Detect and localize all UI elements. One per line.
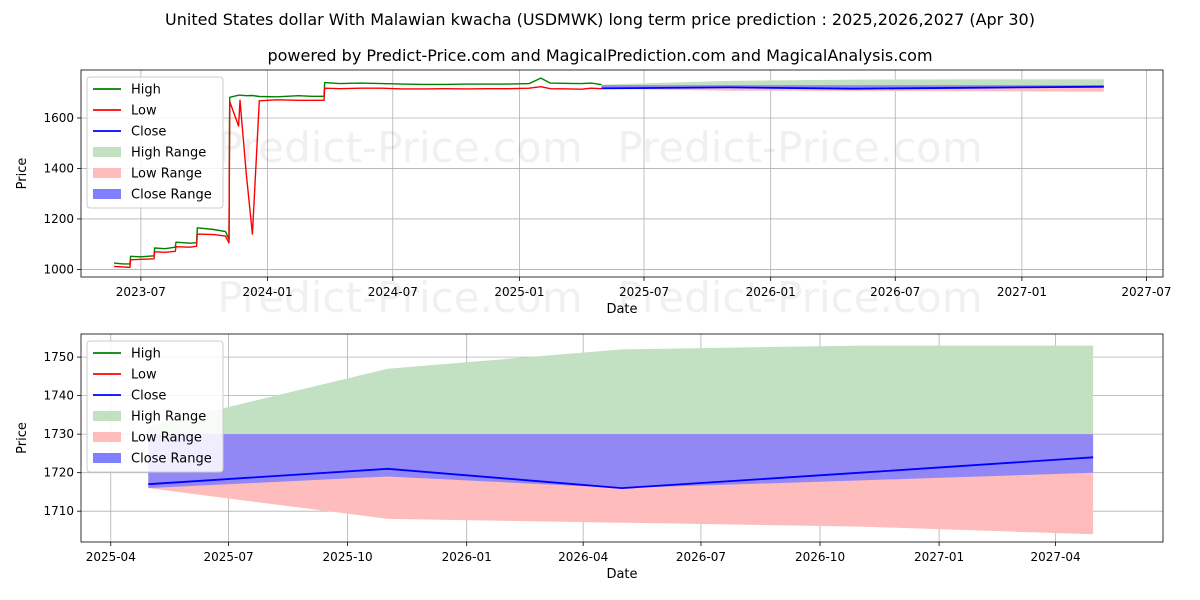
x-tick-label: 2025-01 [494, 285, 544, 299]
x-axis-label: Date [606, 302, 637, 317]
y-tick-label: 1750 [43, 350, 74, 364]
legend: High Low Close High Range Low Range Close Ran… [86, 76, 224, 209]
x-tick-label: 2026-07 [870, 285, 920, 299]
y-axis-label: Price [15, 422, 30, 454]
x-tick-label: 2027-01 [914, 550, 964, 564]
legend-label: High Range [131, 410, 206, 425]
chart-subtitle: powered by Predict-Price.com and Magical… [267, 46, 933, 65]
x-tick-label: 2026-10 [795, 550, 845, 564]
legend-swatch [93, 453, 121, 463]
legend-swatch [93, 432, 121, 442]
close-series-line [601, 85, 1104, 90]
legend: High Low Close High Range Low Range Close Ran… [86, 340, 224, 473]
close-range-band [148, 434, 1094, 489]
y-tick-label: 1730 [43, 427, 74, 441]
close-series-line [148, 456, 1094, 489]
x-tick-label: 2027-04 [1031, 550, 1081, 564]
x-axis-label: Date [606, 567, 637, 582]
legend-label: Low Range [131, 167, 202, 182]
legend-label: Close Range [131, 188, 212, 203]
x-tick-label: 2026-01 [746, 285, 796, 299]
y-tick-label: 1000 [43, 262, 74, 276]
legend-label: Close [131, 125, 166, 140]
legend-swatch [93, 411, 121, 421]
legend-label: Low Range [131, 431, 202, 446]
y-tick-label: 1200 [43, 212, 74, 226]
low-series-line [113, 86, 602, 269]
y-tick-label: 1600 [43, 111, 74, 125]
legend-label: Close Range [131, 452, 212, 467]
x-tick-label: 2025-07 [203, 550, 253, 564]
axes-frame [80, 69, 1164, 278]
x-tick-label: 2027-07 [1121, 285, 1171, 299]
y-tick-label: 1400 [43, 161, 74, 175]
watermark: Predict-Price.com [617, 273, 982, 322]
y-tick-label: 1740 [43, 389, 74, 403]
legend-swatch [93, 147, 121, 157]
x-tick-label: 2023-07 [116, 285, 166, 299]
plot-area [148, 345, 1094, 535]
x-tick-label: 2025-10 [323, 550, 373, 564]
x-tick-label: 2025-07 [619, 285, 669, 299]
x-tick-label: 2025-04 [86, 550, 136, 564]
x-tick-label: 2026-07 [676, 550, 726, 564]
x-tick-label: 2026-01 [442, 550, 492, 564]
legend-label: High Range [131, 146, 206, 161]
y-tick-label: 1710 [43, 504, 74, 518]
x-tick-label: 2027-01 [997, 285, 1047, 299]
plot-area [113, 77, 1104, 269]
legend-swatch [93, 168, 121, 178]
legend-label: Low [131, 368, 157, 383]
legend-label: Close [131, 389, 166, 404]
high-range-band [148, 345, 1094, 435]
axes-frame [80, 333, 1164, 543]
watermark: Predict-Price.com [617, 123, 982, 172]
legend-label: High [131, 347, 161, 362]
y-tick-label: 1720 [43, 466, 74, 480]
watermark: Predict-Price.com [217, 273, 582, 322]
legend-label: High [131, 83, 161, 98]
x-tick-label: 2026-04 [558, 550, 608, 564]
high-range-band [601, 79, 1104, 86]
x-tick-label: 2024-07 [368, 285, 418, 299]
chart-title: United States dollar With Malawian kwach… [165, 10, 1035, 29]
high-series-line [113, 77, 602, 265]
bottom-chart: Predict-Price.comPredict-Price.com2025-0… [15, 333, 1164, 582]
x-tick-label: 2024-01 [242, 285, 292, 299]
y-axis-label: Price [15, 158, 30, 190]
top-chart: Predict-Price.com Predict-Price.com Predic… [15, 69, 1172, 322]
legend-swatch [93, 189, 121, 199]
legend-label: Low [131, 104, 157, 119]
watermark: Predict-Price.com [217, 123, 582, 172]
